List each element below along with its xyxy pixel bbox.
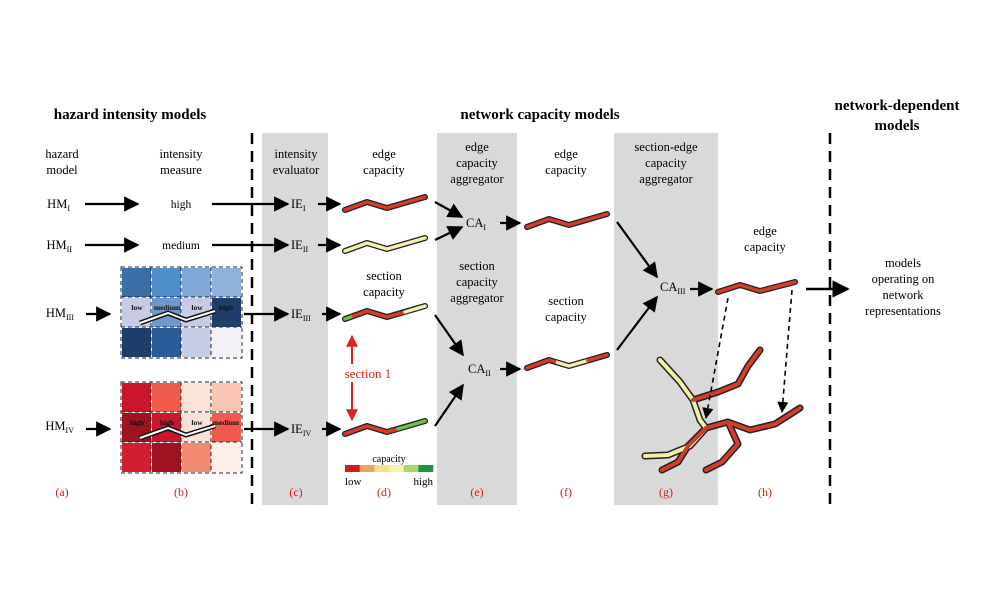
legend-title: capacity <box>372 454 405 465</box>
panel-e-background <box>437 133 517 505</box>
panel-g-background <box>614 133 718 505</box>
hm4-label: HMIV <box>45 419 74 435</box>
intensity-medium: medium <box>162 240 200 252</box>
ca2-label: CAII <box>468 362 491 378</box>
header-dependent-line1: network-dependent <box>834 98 959 114</box>
ca3-label: CAIII <box>660 280 686 296</box>
ie2-label: IEII <box>291 238 308 254</box>
legend-swatch <box>359 465 375 472</box>
intensity-grid-red <box>120 381 243 474</box>
col-section-aggregator-2: capacity <box>456 275 498 289</box>
section-d3 <box>342 303 428 322</box>
ie4-label: IEIV <box>291 422 311 438</box>
intensity-grid-blue <box>120 266 243 359</box>
col-intensity-measure-2: measure <box>160 163 202 177</box>
col-edge-aggregator-2: capacity <box>456 156 498 170</box>
legend-swatch <box>403 465 419 472</box>
edge-d1 <box>342 194 428 213</box>
grid-red-label-3: low <box>191 418 203 427</box>
legend-low: low <box>345 476 362 488</box>
col-models-operating-3: network <box>883 288 925 302</box>
col-hazard-model-2: model <box>46 163 78 177</box>
header-network: network capacity models <box>460 107 619 123</box>
col-models-operating-1: models <box>885 256 921 270</box>
grid-blue-label-4: high <box>219 303 234 312</box>
grid-red-label-4: medium <box>213 418 240 427</box>
col-intensity-measure-1: intensity <box>159 147 203 161</box>
arrow-to-ca2-b <box>434 383 464 427</box>
intensity-high: high <box>171 199 192 211</box>
section-label: section 1 <box>345 366 392 381</box>
col-edge-capacity-f-1: edge <box>554 147 578 161</box>
col-models-operating-2: operating on <box>872 272 936 286</box>
header-dependent-line2: models <box>875 118 920 134</box>
legend-high: high <box>413 476 433 488</box>
panel-label-c: (c) <box>289 485 302 499</box>
col-hazard-model-1: hazard <box>45 147 79 161</box>
grid-blue-label-3: low <box>191 303 203 312</box>
col-section-capacity-f-1: section <box>548 294 584 308</box>
grid-red-label-2: high <box>160 418 175 427</box>
edge-f1 <box>524 211 610 230</box>
panel-label-g: (g) <box>659 485 673 499</box>
dashed-arrow-2 <box>777 289 793 414</box>
legend-swatch <box>374 465 390 472</box>
col-section-edge-aggregator-2: capacity <box>645 156 687 170</box>
ca1-label: CAI <box>466 216 486 232</box>
col-section-capacity-f-2: capacity <box>545 310 587 324</box>
legend-swatch <box>389 465 404 472</box>
section-d4 <box>342 418 428 437</box>
legend-swatch <box>418 465 434 472</box>
col-section-edge-aggregator-1: section-edge <box>634 140 698 154</box>
col-edge-capacity-h-2: capacity <box>744 240 786 254</box>
panel-label-d: (d) <box>377 485 391 499</box>
edge-h <box>715 279 798 295</box>
col-section-capacity-d-1: section <box>366 269 402 283</box>
col-edge-capacity-h-1: edge <box>753 224 777 238</box>
ie1-label: IEI <box>291 197 306 213</box>
panel-label-a: (a) <box>55 485 68 499</box>
col-models-operating-4: representations <box>865 304 941 318</box>
col-edge-aggregator-3: aggregator <box>450 172 504 186</box>
col-edge-capacity-f-2: capacity <box>545 163 587 177</box>
legend-swatch <box>345 465 360 472</box>
col-section-aggregator-1: section <box>459 259 495 273</box>
section-label-bg <box>338 364 398 382</box>
grid-blue-label-2: medium <box>154 303 181 312</box>
panel-c-background <box>262 133 328 505</box>
grid-red-label-1: high <box>130 418 145 427</box>
header-hazard: hazard intensity models <box>54 107 207 123</box>
panel-label-h: (h) <box>758 485 772 499</box>
arrow-to-ca1-b <box>434 226 464 241</box>
dashed-arrow-1 <box>702 297 729 420</box>
arrow-to-ca1-a <box>434 201 464 218</box>
network-g <box>641 346 804 474</box>
col-section-edge-aggregator-3: aggregator <box>639 172 693 186</box>
col-intensity-evaluator-2: evaluator <box>273 163 320 177</box>
col-section-aggregator-3: aggregator <box>450 291 504 305</box>
arrow-f1-to-ca3 <box>616 221 658 279</box>
arrow-to-ca2-a <box>434 314 464 357</box>
grid-blue-label-1: low <box>131 303 143 312</box>
panel-label-e: (e) <box>470 485 483 499</box>
arrow-f2-to-ca3 <box>616 295 658 351</box>
col-edge-capacity-d-1: edge <box>372 147 396 161</box>
ie3-label: IEIII <box>291 307 311 323</box>
col-intensity-evaluator-1: intensity <box>274 147 318 161</box>
col-edge-aggregator-1: edge <box>465 140 489 154</box>
hm3-label: HMIII <box>46 306 74 322</box>
edge-d2 <box>342 235 428 254</box>
col-section-capacity-d-2: capacity <box>363 285 405 299</box>
panel-label-b: (b) <box>174 485 188 499</box>
col-edge-capacity-d-2: capacity <box>363 163 405 177</box>
panel-label-f: (f) <box>560 485 572 499</box>
section-f2 <box>524 352 610 371</box>
hm1-label: HMI <box>47 197 70 213</box>
hm2-label: HMII <box>47 238 73 254</box>
legend-colorbar <box>345 465 434 472</box>
